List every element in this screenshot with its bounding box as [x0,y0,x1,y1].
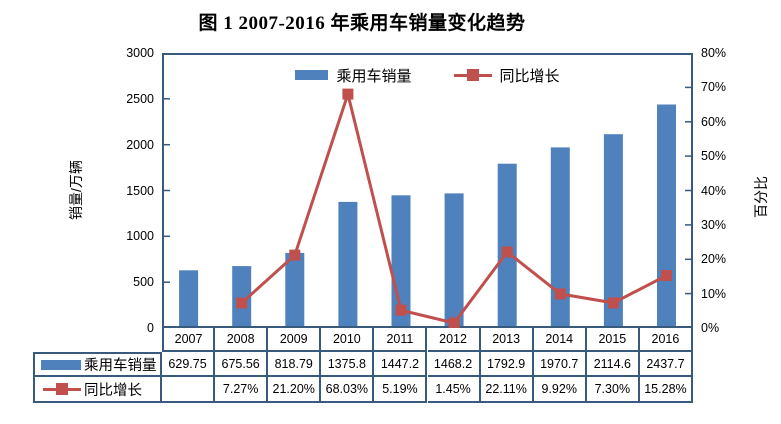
chart-title: 图 1 2007-2016 年乘用车销量变化趋势 [198,13,526,34]
plot-area: 乘用车销量 同比增长 [162,53,693,328]
marker-2013 [501,246,513,258]
growth-marker-icon [466,69,479,81]
marker-2011 [395,304,407,316]
year-cell-2015: 2015 [586,328,640,352]
bar-2009 [285,252,305,328]
growth-value-2008: 7.27% [215,377,269,403]
right-axis-tick-label: 40% [701,183,727,198]
legend-label-sales: 乘用车销量 [336,67,412,85]
marker-2012 [448,317,460,328]
chart-canvas [162,53,693,328]
year-cell-2014: 2014 [533,328,587,352]
right-axis-tick-label: 80% [701,46,727,60]
growth-value-2014: 9.92% [533,377,587,403]
left-axis-title: 销量/万辆 [68,160,84,220]
sales-value-2010: 1375.8 [321,352,375,377]
marker-2016 [661,270,672,281]
bar-2007 [179,270,199,328]
sales-value-2008: 675.56 [215,352,269,377]
growth-row-header: 同比增长 [33,377,162,403]
growth-value-2013: 22.11% [480,377,534,403]
sales-value-2013: 1792.9 [480,352,534,377]
growth-value-2016: 15.28% [639,377,693,403]
left-axis-tick-label: 0 [147,321,154,335]
growth-value-2015: 7.30% [586,377,640,403]
year-cell-2011: 2011 [374,328,428,352]
right-axis-title: 百分比 [753,176,769,218]
sales-value-2011: 1447.2 [374,352,428,377]
bar-2008 [232,266,252,328]
growth-value-2012: 1.45% [427,377,481,403]
year-cell-2016: 2016 [639,328,693,352]
marker-2014 [554,288,566,300]
growth-marker-icon [56,383,68,395]
year-cell-2007: 2007 [162,328,216,352]
marker-2009 [289,249,301,261]
year-cell-2009: 2009 [268,328,322,352]
growth-row-label: 同比增长 [84,382,142,399]
sales-value-2007: 629.75 [162,352,216,377]
legend-label-growth: 同比增长 [499,67,560,85]
sales-value-2009: 818.79 [268,352,322,377]
left-axis-tick-label: 2500 [126,91,154,106]
growth-value-2007 [162,377,216,403]
growth-value-2009: 21.20% [268,377,322,403]
sales-value-2016: 2437.7 [639,352,693,377]
year-cell-2013: 2013 [480,328,534,352]
bar-2014 [550,147,570,328]
bar-2010 [338,201,358,328]
bar-2016 [657,104,676,328]
sales-row-header: 乘用车销量 [33,352,162,377]
right-axis-tick-label: 50% [701,149,727,164]
sales-bar-legend-swatch [295,70,329,80]
year-cell-2008: 2008 [215,328,269,352]
sales-value-2012: 1468.2 [427,352,481,377]
marker-2008 [236,297,248,309]
growth-line-key-icon [43,383,81,395]
sales-bar-key-icon [41,359,81,370]
left-axis-tick-label: 2000 [126,137,154,152]
year-cell-2012: 2012 [427,328,481,352]
right-axis-tick-label: 60% [701,114,727,129]
right-axis-tick-label: 0% [701,321,720,335]
sales-value-2015: 2114.6 [586,352,640,377]
right-axis-tick-label: 20% [701,252,727,267]
sales-row-label: 乘用车销量 [84,358,157,374]
bar-2013 [497,163,517,328]
year-cell-2010: 2010 [321,328,375,352]
legend: 乘用车销量 同比增长 [162,65,693,85]
right-axis-tick-label: 70% [701,80,727,95]
marker-2010 [342,88,354,100]
left-axis-tick-label: 500 [133,275,154,290]
bar-2015 [603,134,623,328]
right-axis-tick-label: 10% [701,286,727,301]
growth-value-2011: 5.19% [374,377,428,403]
growth-value-2010: 68.03% [321,377,375,403]
left-axis-tick-label: 1500 [126,183,154,198]
bar-2012 [444,193,464,328]
growth-line-legend-key [453,69,492,81]
marker-2015 [607,297,619,309]
left-axis-tick-label: 3000 [126,46,154,60]
sales-value-2014: 1970.7 [533,352,587,377]
right-axis-tick-label: 30% [701,217,727,232]
left-axis-tick-label: 1000 [126,229,154,244]
